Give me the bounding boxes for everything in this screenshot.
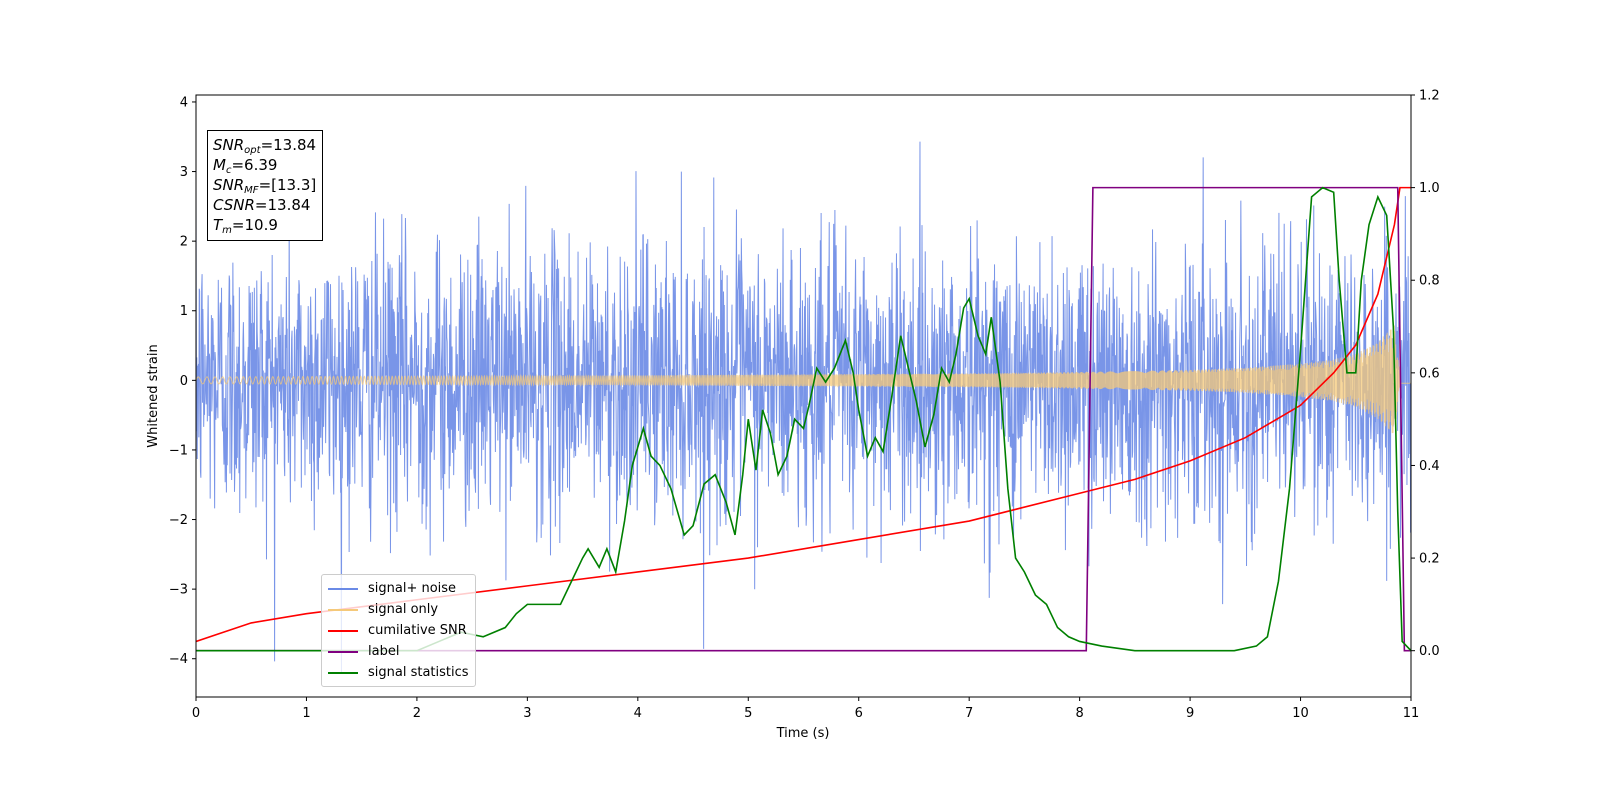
y-tick-label: 4 [180, 95, 188, 110]
y-tick-label: −3 [169, 583, 188, 598]
legend-label: signal+ noise [368, 581, 457, 596]
y-tick-label: −1 [169, 443, 188, 458]
legend-swatch-cumulative-snr [328, 629, 358, 632]
legend: signal+ noise signal only cumilative SNR… [321, 574, 476, 687]
snr-opt-text: SNRopt=13.84 [213, 136, 317, 156]
y2-tick-label: 0.6 [1419, 366, 1440, 381]
legend-label: label [368, 644, 400, 659]
legend-swatch-signal-only [328, 608, 358, 611]
x-tick-label: 10 [1292, 706, 1309, 721]
x-tick-label: 8 [1075, 706, 1083, 721]
y-axis-left: −4 −3 −2 −1 0 1 2 3 4 [169, 95, 196, 667]
x-tick-label: 7 [965, 706, 973, 721]
y-tick-label: −2 [169, 513, 188, 528]
legend-label: signal statistics [368, 665, 469, 680]
x-tick-label: 2 [413, 706, 421, 721]
csnr-text: CSNR=13.84 [213, 196, 311, 214]
plot-frame [195, 94, 1412, 698]
y2-tick-label: 0.4 [1419, 459, 1440, 474]
legend-item-signal-noise: signal+ noise [328, 578, 469, 599]
legend-item-signal-statistics: signal statistics [328, 662, 469, 683]
y2-tick-label: 0.8 [1419, 274, 1440, 289]
tm-text: Tm=10.9 [213, 216, 278, 236]
x-tick-label: 9 [1186, 706, 1194, 721]
y-axis-right: 0.0 0.2 0.4 0.6 0.8 1.0 1.2 [1411, 89, 1440, 659]
y-tick-label: 1 [180, 304, 188, 319]
y-axis-label: Whitened strain [146, 344, 161, 447]
y2-tick-label: 1.2 [1419, 89, 1440, 104]
legend-item-cumulative-snr: cumilative SNR [328, 620, 469, 641]
x-tick-label: 6 [855, 706, 863, 721]
annotation-box: SNRopt=13.84 Mc=6.39 SNRMF=[13.3] CSNR=1… [207, 130, 324, 241]
legend-label: cumilative SNR [368, 623, 467, 638]
x-axis-label: Time (s) [776, 726, 830, 741]
x-axis: 0 1 2 3 4 5 6 7 8 9 10 11 [192, 697, 1419, 721]
y2-tick-label: 0.2 [1419, 552, 1440, 567]
y2-tick-label: 1.0 [1419, 181, 1440, 196]
y-tick-label: 3 [180, 165, 188, 180]
mc-text: Mc=6.39 [213, 156, 278, 176]
x-tick-label: 1 [302, 706, 310, 721]
legend-item-signal-only: signal only [328, 599, 469, 620]
series-signal-statistics [196, 186, 1411, 652]
x-tick-label: 11 [1403, 706, 1420, 721]
legend-label: signal only [368, 602, 439, 617]
series-label [196, 186, 1411, 652]
legend-item-label: label [328, 641, 469, 662]
x-tick-label: 4 [634, 706, 642, 721]
legend-swatch-signal-noise [328, 587, 358, 590]
snr-mf-text: SNRMF=[13.3] [213, 176, 317, 196]
x-tick-label: 5 [744, 706, 752, 721]
y-tick-label: 2 [180, 235, 188, 250]
y-tick-label: −4 [169, 652, 188, 667]
x-tick-label: 0 [192, 706, 200, 721]
x-tick-label: 3 [523, 706, 531, 721]
y-tick-label: 0 [180, 374, 188, 389]
y2-tick-label: 0.0 [1419, 644, 1440, 659]
series-signal-only [196, 325, 1411, 434]
legend-swatch-label [328, 650, 358, 653]
legend-swatch-signal-statistics [328, 671, 358, 674]
